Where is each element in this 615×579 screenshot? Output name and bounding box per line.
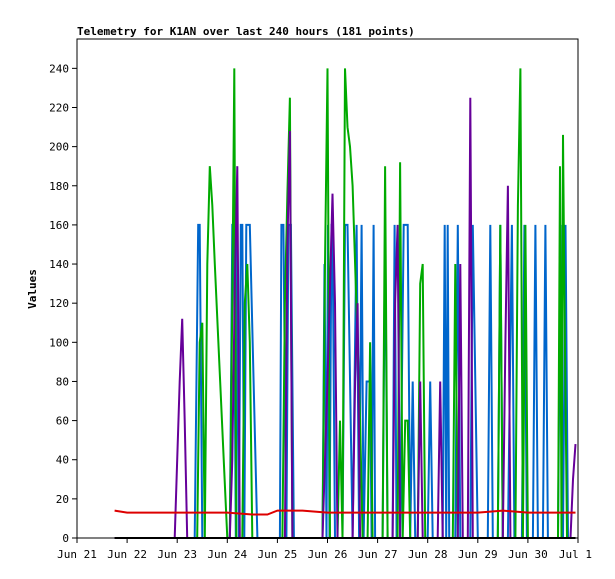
y-tick-label: 160 xyxy=(49,219,69,232)
x-tick-label: Jun 24 xyxy=(207,548,247,561)
y-tick-label: 180 xyxy=(49,180,69,193)
chart-title: Telemetry for K1AN over last 240 hours (… xyxy=(77,25,415,38)
series-line-2 xyxy=(114,97,577,539)
y-tick-label: 220 xyxy=(49,101,69,114)
x-tick-label: Jul 1 xyxy=(559,548,592,561)
y-tick-label: 40 xyxy=(56,454,69,467)
x-tick-label: Jun 21 xyxy=(57,548,97,561)
x-tick-label: Jun 29 xyxy=(458,548,498,561)
series-layer xyxy=(114,68,577,539)
y-tick-label: 60 xyxy=(56,415,69,428)
x-tick-label: Jun 23 xyxy=(157,548,197,561)
x-tick-label: Jun 26 xyxy=(308,548,348,561)
x-tick-label: Jun 25 xyxy=(258,548,298,561)
y-tick-label: 120 xyxy=(49,297,69,310)
y-axis-label: Values xyxy=(26,269,39,309)
y-tick-label: 240 xyxy=(49,62,69,75)
y-tick-label: 200 xyxy=(49,141,69,154)
y-tick-label: 140 xyxy=(49,258,69,271)
y-tick-label: 20 xyxy=(56,493,69,506)
y-axis-ticks: 0 20 40 60 80 100 120 140 160 180 200 220 240 xyxy=(49,62,77,545)
x-tick-label: Jun 28 xyxy=(408,548,448,561)
x-axis-ticks: Jun 21 Jun 22 Jun 23 Jun 24 Jun 25 Jun 26 Jun … xyxy=(57,538,592,561)
series-line-3 xyxy=(114,509,576,516)
y-tick-label: 0 xyxy=(62,532,69,545)
x-tick-label: Jun 30 xyxy=(508,548,548,561)
y-tick-label: 80 xyxy=(56,375,69,388)
y-tick-label: 100 xyxy=(49,336,69,349)
x-tick-label: Jun 22 xyxy=(107,548,147,561)
x-tick-label: Jun 27 xyxy=(358,548,398,561)
